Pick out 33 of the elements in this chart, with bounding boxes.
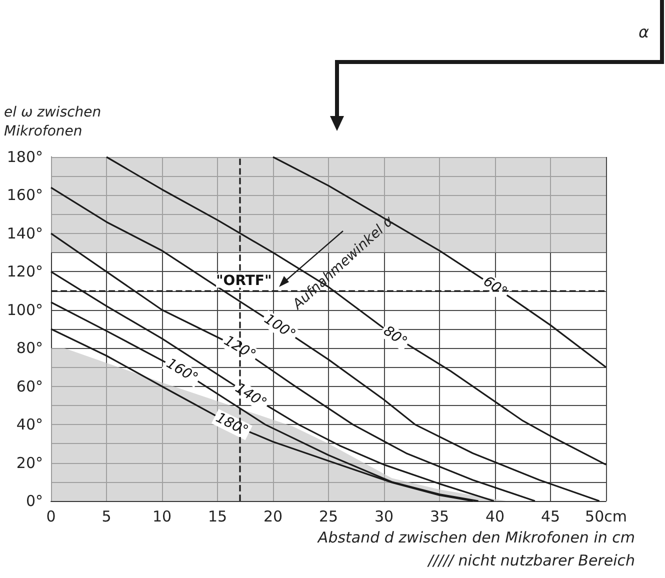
- x-tick-label: 25: [318, 508, 338, 526]
- y-tick-label: 100°: [6, 300, 43, 319]
- y-tick-label: 0°: [26, 492, 43, 510]
- y-tick-label: 160°: [6, 186, 43, 204]
- series-label: 120°: [221, 332, 258, 364]
- x-tick-label: 40: [485, 508, 505, 526]
- y-tick-label: 60°: [16, 377, 43, 396]
- y-tick-label: 140°: [6, 224, 43, 242]
- y-tick-label: 120°: [6, 262, 43, 281]
- x-tick-label: 35: [430, 508, 450, 526]
- x-tick-label: 15: [208, 508, 228, 526]
- y-tick-label: 20°: [16, 454, 43, 472]
- text: α: [638, 22, 650, 42]
- ref-line-label: "ORTF": [216, 272, 272, 289]
- x-tick-label: 20: [263, 508, 283, 526]
- y-tick-label: 80°: [16, 339, 43, 358]
- y-tick-label: 180°: [6, 148, 43, 166]
- y-tick-label: 40°: [16, 416, 43, 434]
- series-label: 80°: [380, 323, 410, 350]
- y-axis-title: el ω zwischen Mikrofonen: [4, 104, 102, 140]
- x-tick-label: 30: [374, 508, 394, 526]
- series-label: 140°: [232, 380, 270, 412]
- series-label: 60°: [480, 273, 510, 301]
- x-tick-label: 50cm: [585, 508, 627, 526]
- x-tick-label: 45: [540, 508, 560, 526]
- x-tick-label: 10: [152, 508, 172, 526]
- x-tick-label: 5: [102, 508, 112, 526]
- x-axis-title: Abstand d zwischen den Mikrofonen in cm: [316, 528, 636, 546]
- text: ///// nicht nutzbarer Bereich: [426, 552, 636, 570]
- series-label: 160°: [163, 356, 201, 386]
- series-label: 180°: [213, 410, 251, 440]
- series-label: 100°: [261, 311, 298, 343]
- x-tick-label: 0: [46, 508, 56, 526]
